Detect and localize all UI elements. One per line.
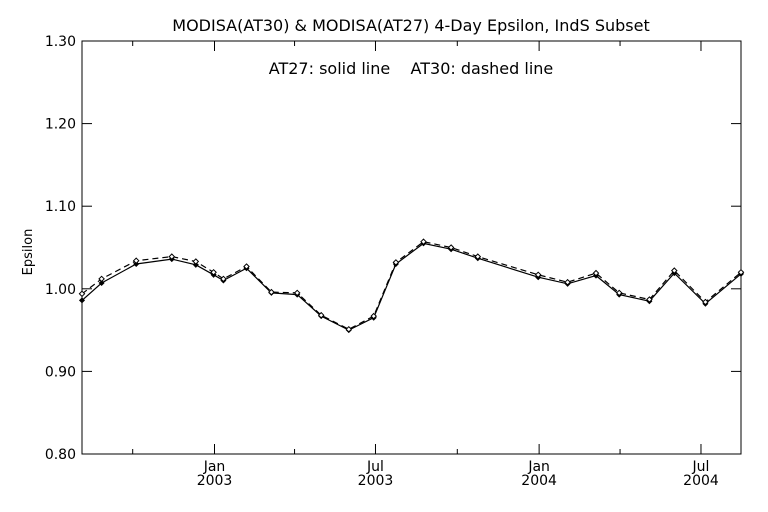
data-point-at30 [168,253,176,260]
y-tick-label: 0.90 [45,364,76,380]
data-point-at30 [447,244,455,251]
data-point-at30 [474,253,482,260]
data-point-at30 [702,298,709,306]
data-point-at30 [670,267,678,274]
y-tick-label: 1.20 [45,117,76,133]
y-tick-label: 1.00 [45,282,76,298]
data-point-at30 [268,288,275,296]
x-tick-year-label: 2004 [521,473,557,489]
data-point-at30 [210,268,217,276]
data-point-at30 [345,325,353,333]
data-point-at30 [317,311,325,319]
data-point-at30 [78,290,86,298]
y-axis-ticks: 0.80 0.90 1.00 1.10 1.20 1.30 [45,34,741,463]
data-point-at30 [98,275,105,283]
series-style-annotation: AT27: solid line AT30: dashed line [269,59,554,78]
x-tick-month-label: Jan [203,459,226,475]
series-line-at30 [81,241,742,330]
data-point-at30 [737,268,745,276]
y-tick-label: 1.30 [45,34,76,50]
data-point-at30 [534,271,542,279]
x-tick-year-label: 2003 [197,473,233,489]
y-tick-label: 1.10 [45,199,76,215]
x-tick-month-label: Jan [527,459,550,475]
series-line-at27 [81,242,742,331]
x-tick-year-label: 2003 [358,473,394,489]
data-point-at30 [132,257,140,265]
x-tick-year-label: 2004 [683,473,719,489]
y-tick-label: 0.80 [45,447,76,463]
data-point-at30 [220,275,227,283]
plot-frame [81,40,742,455]
data-point-at27 [98,279,105,287]
data-point-at27 [78,297,86,304]
series-layer [78,238,745,334]
data-point-at30 [615,289,623,297]
data-point-at30 [192,258,200,265]
x-tick-month-label: Jul [692,459,710,475]
y-axis-label: Epsilon [21,229,36,276]
data-point-at30 [564,278,571,286]
data-point-at30 [592,269,600,277]
x-tick-month-label: Jul [366,459,384,475]
data-point-at30 [392,259,400,266]
data-point-at30 [420,238,427,246]
data-point-at30 [370,312,378,320]
data-point-at30 [646,296,653,303]
data-point-at30 [243,263,250,270]
chart-title: MODISA(AT30) & MODISA(AT27) 4-Day Epsilo… [172,16,649,35]
data-point-at30 [293,289,301,297]
